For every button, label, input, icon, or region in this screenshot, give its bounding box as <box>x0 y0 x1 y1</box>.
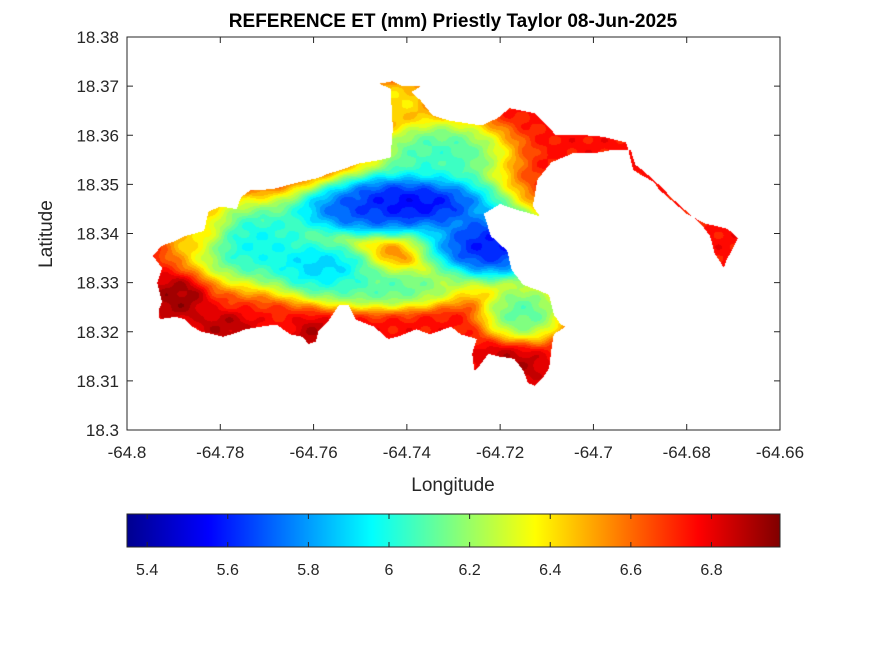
chart-title: REFERENCE ET (mm) Priestly Taylor 08-Jun… <box>229 11 678 32</box>
y-tick-label: 18.36 <box>76 126 119 145</box>
heatmap-layer <box>127 37 780 430</box>
colorbar-tick-label: 6.6 <box>620 562 642 579</box>
colorbar: 5.4 5.6 5.8 6 6.2 6.4 6.6 6.8 <box>126 513 781 579</box>
y-tick-label: 18.38 <box>76 28 119 47</box>
x-axis-label: Longitude <box>411 475 494 496</box>
x-tick-label: -64.74 <box>383 443 431 462</box>
colorbar-tick-label: 5.8 <box>297 562 319 579</box>
x-tick-label: -64.76 <box>289 443 337 462</box>
y-tick-label: 18.31 <box>76 372 119 391</box>
x-tick-label: -64.72 <box>476 443 524 462</box>
x-tick-label: -64.78 <box>196 443 244 462</box>
x-tick-label: -64.7 <box>574 443 613 462</box>
colorbar-tick-label: 6.2 <box>458 562 480 579</box>
y-tick-label: 18.32 <box>76 323 119 342</box>
x-tick-label: -64.8 <box>108 443 147 462</box>
colorbar-ticks: 5.4 5.6 5.8 6 6.2 6.4 6.6 6.8 <box>136 514 723 579</box>
y-axis-label: Latitude <box>36 200 57 268</box>
colorbar-gradient <box>126 513 781 548</box>
plot-area <box>126 36 781 431</box>
colorbar-tick-label: 6 <box>385 562 394 579</box>
colorbar-tick-label: 5.6 <box>217 562 239 579</box>
y-tick-label: 18.33 <box>76 274 119 293</box>
y-tick-label: 18.34 <box>76 225 119 244</box>
y-tick-label: 18.37 <box>76 77 119 96</box>
x-axis: -64.8 -64.78 -64.76 -64.74 -64.72 -64.7 -64.68… <box>108 37 804 462</box>
colorbar-tick-label: 6.4 <box>539 562 561 579</box>
colorbar-tick-label: 5.4 <box>136 562 158 579</box>
x-tick-label: -64.66 <box>756 443 804 462</box>
y-tick-label: 18.3 <box>86 421 119 440</box>
y-tick-label: 18.35 <box>76 175 119 194</box>
et-heatmap <box>127 37 780 430</box>
colorbar-tick-label: 6.8 <box>700 562 722 579</box>
y-axis: 18.3 18.31 18.32 18.33 18.34 18.35 18.36 18.37 1… <box>76 28 780 440</box>
x-tick-label: -64.68 <box>663 443 711 462</box>
